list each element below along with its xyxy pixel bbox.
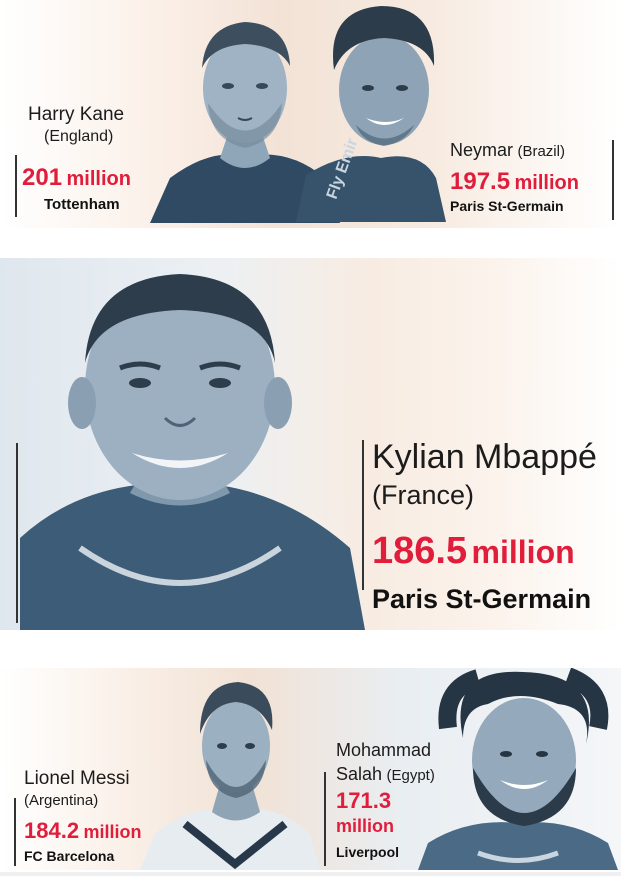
bottom-rule <box>0 872 621 876</box>
neymar-value-unit: million <box>514 172 579 194</box>
harry-kane-photo <box>150 22 340 223</box>
messi-club: FC Barcelona <box>24 848 115 864</box>
salah-value-number: 171.3 <box>336 788 392 813</box>
panel-messi-salah: Lionel Messi (Argentina) 184.2 million F… <box>0 668 621 870</box>
mbappe-name: Kylian Mbappé <box>372 438 597 476</box>
mbappe-club: Paris St-Germain <box>372 584 592 614</box>
salah-divider <box>324 772 326 866</box>
salah-name-line2: Salah (Egypt) <box>336 764 435 785</box>
salah-name: Salah <box>336 764 383 784</box>
kylian-mbappe-photo <box>20 274 365 630</box>
messi-name: Lionel Messi <box>24 768 130 789</box>
mbappe-value-unit: million <box>471 534 575 570</box>
lionel-messi-photo <box>140 682 320 870</box>
kane-value-number: 201 <box>22 164 63 191</box>
mbappe-value-number: 186.5 <box>372 530 468 572</box>
mbappe-divider-left <box>16 443 18 623</box>
neymar-name: Neymar <box>450 140 514 160</box>
mohammad-salah-photo <box>418 668 618 870</box>
salah-value-unit: million <box>336 816 394 836</box>
neymar-value-number: 197.5 <box>450 168 511 195</box>
mbappe-country: (France) <box>372 480 475 510</box>
kane-club: Tottenham <box>44 196 120 213</box>
kane-value: 201 million <box>22 164 131 192</box>
kane-country: (England) <box>44 128 114 145</box>
kane-divider <box>15 155 17 217</box>
messi-value-number: 184.2 <box>24 818 80 843</box>
neymar-club: Paris St-Germain <box>450 198 564 214</box>
panel-mbappe: Kylian Mbappé (France) 186.5 million Par… <box>0 258 621 630</box>
messi-divider <box>14 798 16 866</box>
neymar-country: (Brazil) <box>517 143 565 160</box>
salah-name-line1: Mohammad <box>336 740 432 760</box>
messi-value: 184.2 million <box>24 818 142 844</box>
neymar-photo: Fly Emir <box>296 6 446 222</box>
salah-club: Liverpool <box>336 844 400 860</box>
neymar-value: 197.5 million <box>450 168 579 196</box>
messi-value-unit: million <box>83 822 142 842</box>
neymar-divider <box>612 140 614 220</box>
kane-value-unit: million <box>66 168 131 190</box>
messi-country: (Argentina) <box>24 792 99 809</box>
mbappe-value: 186.5 million <box>372 530 575 573</box>
kane-name: Harry Kane <box>28 104 125 125</box>
salah-country: (Egypt) <box>386 767 435 784</box>
mbappe-divider-right <box>362 440 364 590</box>
neymar-name-line: Neymar (Brazil) <box>450 140 565 161</box>
panel-kane-neymar: Fly Emir Harry Kane (England) 201 millio… <box>0 0 621 228</box>
